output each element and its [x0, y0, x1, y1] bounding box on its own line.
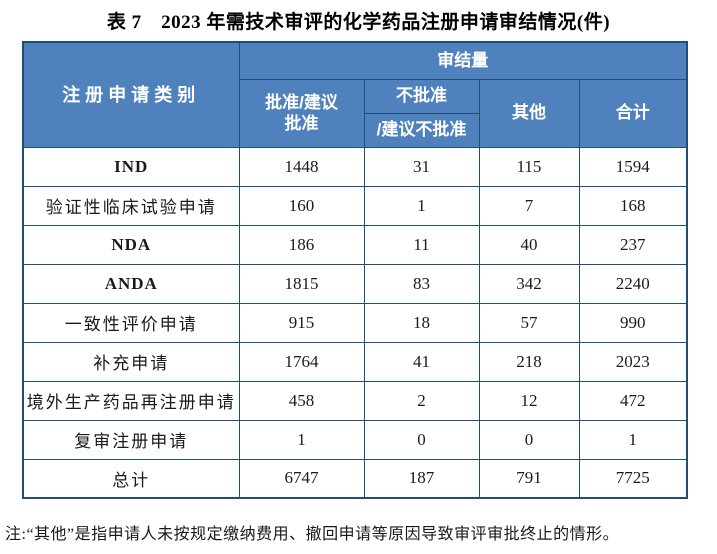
cell-other: 218: [478, 341, 580, 382]
cell-rejected: 83: [363, 263, 480, 304]
cell-total: 168: [578, 185, 688, 226]
cell-other: 57: [478, 302, 580, 343]
header-row-sub-1: 批准/建议批准 不批准 其他 合计: [23, 78, 688, 148]
cell-approved: 6747: [238, 458, 365, 499]
header-approved: 批准/建议批准: [238, 78, 365, 148]
cell-approved: 1: [238, 419, 365, 460]
cell-total: 237: [578, 224, 688, 265]
cell-total: 1: [578, 419, 688, 460]
table-row: 验证性临床试验申请 160 1 7 168: [22, 185, 688, 226]
header-rejected-line1: 不批准: [363, 78, 480, 114]
header-approved-line1: 批准/建议: [265, 92, 338, 112]
cell-total: 1594: [578, 146, 688, 187]
row-label: 验证性临床试验申请: [22, 185, 240, 226]
cell-rejected: 31: [363, 146, 480, 187]
table-row: 境外生产药品再注册申请 458 2 12 472: [22, 380, 688, 421]
cell-approved: 160: [238, 185, 365, 226]
cell-total: 7725: [578, 458, 688, 499]
cell-other: 791: [478, 458, 580, 499]
cell-other: 12: [478, 380, 580, 421]
table-row: 补充申请 1764 41 218 2023: [22, 341, 688, 382]
header-row-group: 注册申请类别 审结量: [22, 41, 688, 148]
cell-other: 115: [478, 146, 580, 187]
table-body: IND 1448 31 115 1594 验证性临床试验申请 160 1 7 168 NDA 186 1…: [22, 146, 688, 499]
cell-approved: 1448: [238, 146, 365, 187]
header-other: 其他: [478, 78, 580, 148]
cell-rejected: 2: [363, 380, 480, 421]
cell-total: 990: [578, 302, 688, 343]
row-label: IND: [22, 146, 240, 187]
footnote: 注:“其他”是指申请人未按规定缴纳费用、撤回申请等原因导致审评审批终止的情形。: [5, 526, 620, 543]
cell-approved: 458: [238, 380, 365, 421]
row-label: 境外生产药品再注册申请: [22, 380, 240, 421]
header-approved-line2: 批准: [284, 114, 319, 133]
cell-rejected: 41: [363, 341, 480, 382]
header-category: 注册申请类别: [22, 41, 240, 148]
table-header: 注册申请类别 审结量 批准/建议批准 不批准 其他 合计 /建议不批准: [22, 41, 688, 148]
table-row: NDA 186 11 40 237: [22, 224, 688, 265]
cell-approved: 1815: [238, 263, 365, 304]
table-row: 复审注册申请 1 0 0 1: [22, 419, 688, 460]
table-row: 总计 6747 187 791 7725: [22, 458, 688, 499]
table-row: IND 1448 31 115 1594: [22, 146, 688, 187]
row-label: 补充申请: [22, 341, 240, 382]
cell-rejected: 0: [363, 419, 480, 460]
cell-other: 40: [478, 224, 580, 265]
cell-other: 7: [478, 185, 580, 226]
row-label: 复审注册申请: [22, 419, 240, 460]
row-label: 一致性评价申请: [22, 302, 240, 343]
header-group-total-reviewed: 审结量: [238, 41, 688, 80]
row-label: 总计: [22, 458, 240, 499]
cell-rejected: 11: [363, 224, 480, 265]
cell-approved: 1764: [238, 341, 365, 382]
cell-total: 2023: [578, 341, 688, 382]
cell-total: 472: [578, 380, 688, 421]
cell-rejected: 18: [363, 302, 480, 343]
cell-rejected: 1: [363, 185, 480, 226]
cell-approved: 915: [238, 302, 365, 343]
cell-approved: 186: [238, 224, 365, 265]
cell-rejected: 187: [363, 458, 480, 499]
row-label: ANDA: [22, 263, 240, 304]
header-row-sub-2: /建议不批准: [23, 112, 687, 148]
cell-total: 2240: [578, 263, 688, 304]
cell-other: 342: [478, 263, 580, 304]
header-rejected-line2: /建议不批准: [363, 112, 480, 148]
row-label: NDA: [22, 224, 240, 265]
table-row: ANDA 1815 83 342 2240: [22, 263, 688, 304]
header-total: 合计: [578, 78, 688, 148]
cell-other: 0: [478, 419, 580, 460]
table-row: 一致性评价申请 915 18 57 990: [22, 302, 688, 343]
table-title: 表 7 2023 年需技术审评的化学药品注册申请审结情况(件): [106, 12, 611, 33]
data-table: 注册申请类别 审结量 批准/建议 批准 不批准 其他 合计 /建议不批准 IND 1…: [22, 41, 688, 499]
